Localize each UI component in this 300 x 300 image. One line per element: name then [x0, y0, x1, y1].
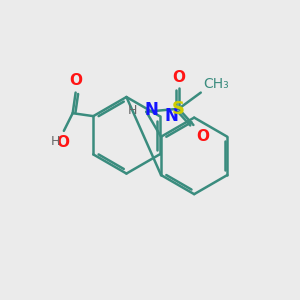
Text: O: O — [56, 135, 69, 150]
Text: N: N — [165, 107, 179, 125]
Text: O: O — [172, 70, 185, 85]
Text: H: H — [128, 104, 137, 117]
Text: N: N — [145, 101, 159, 119]
Text: CH₃: CH₃ — [203, 77, 229, 91]
Text: H: H — [51, 135, 60, 148]
Text: S: S — [172, 100, 185, 118]
Text: O: O — [196, 128, 209, 143]
Text: O: O — [69, 73, 82, 88]
